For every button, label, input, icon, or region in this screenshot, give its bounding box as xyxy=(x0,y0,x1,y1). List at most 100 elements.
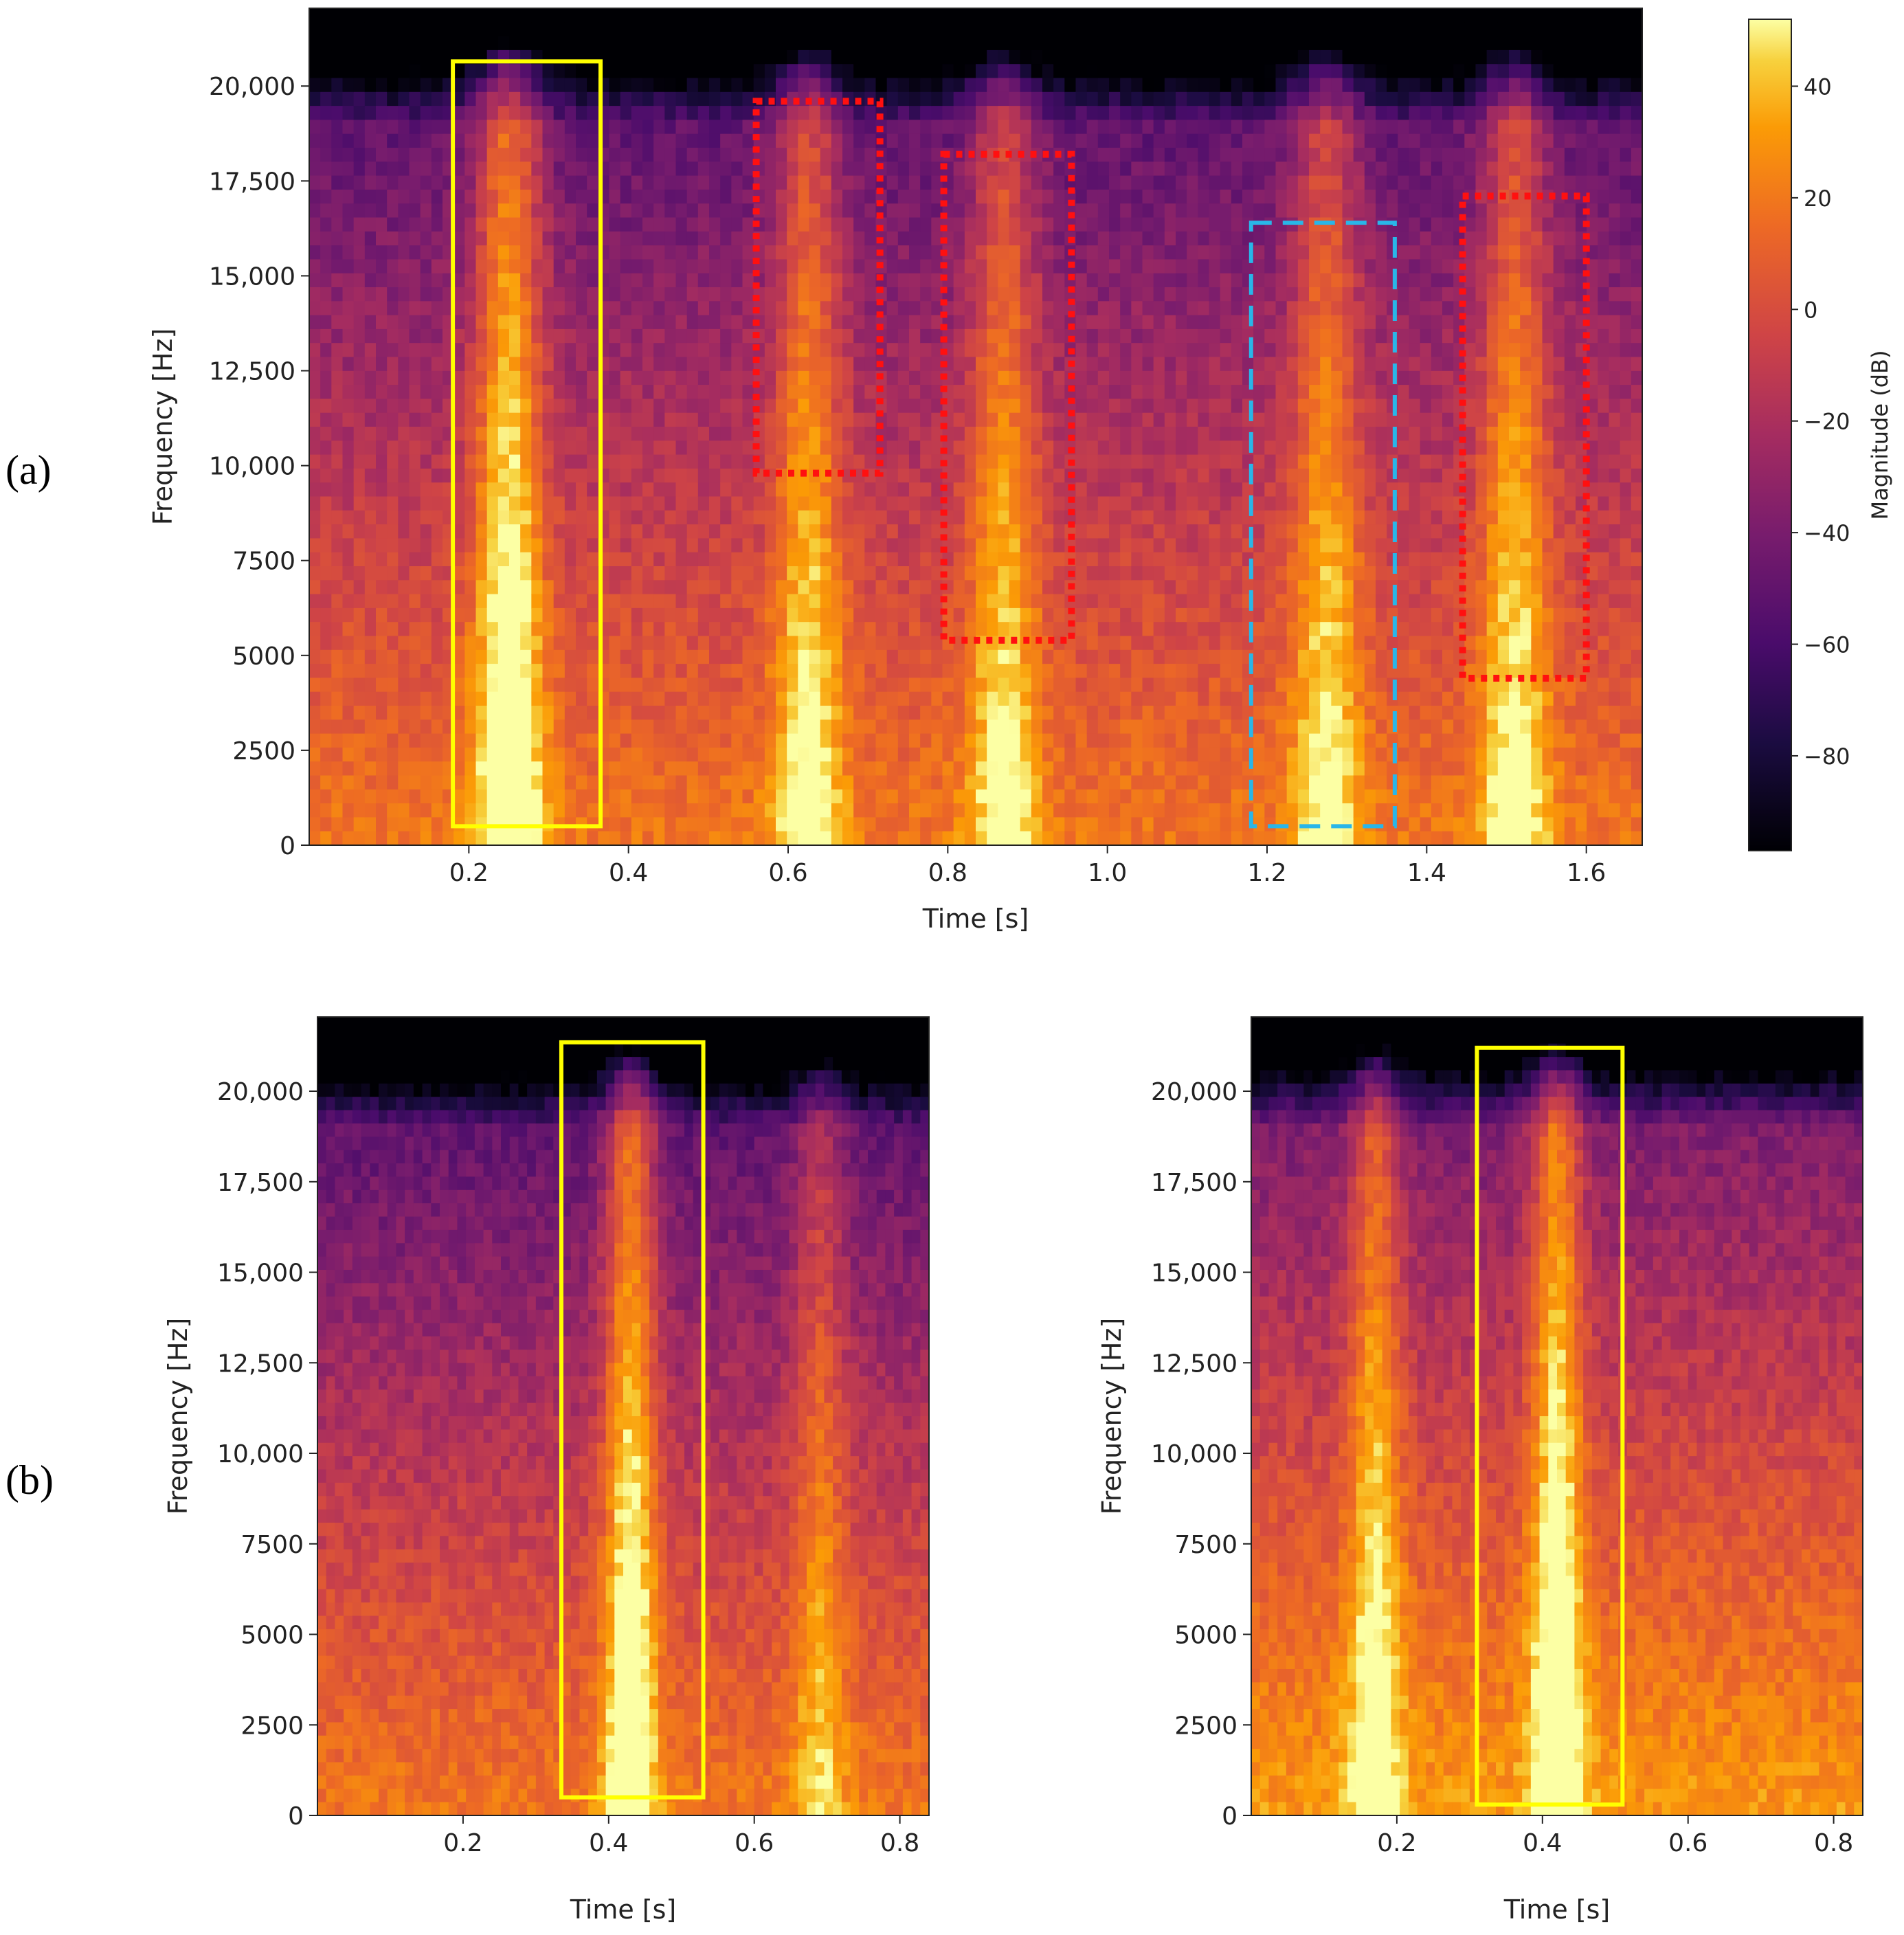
heatmap-cell xyxy=(1164,622,1176,637)
heatmap-cell xyxy=(309,64,321,79)
heatmap-cell xyxy=(1120,343,1132,358)
heatmap-cell xyxy=(1120,706,1132,720)
heatmap-cell xyxy=(398,78,410,93)
heatmap-cell xyxy=(831,607,843,623)
heatmap-cell xyxy=(809,440,821,456)
heatmap-cell xyxy=(953,78,965,93)
heatmap-cell xyxy=(376,217,388,232)
heatmap-cell xyxy=(520,566,532,581)
heatmap-cell xyxy=(1187,468,1198,483)
heatmap-cell xyxy=(931,524,943,539)
heatmap-cell xyxy=(742,22,754,37)
heatmap-cell xyxy=(787,566,798,581)
heatmap-cell xyxy=(497,733,510,748)
heatmap-cell xyxy=(1164,301,1176,316)
heatmap-cell xyxy=(453,649,465,664)
heatmap-cell xyxy=(709,789,721,804)
heatmap-cell xyxy=(486,552,499,567)
heatmap-cell xyxy=(1053,120,1065,135)
heatmap-cell xyxy=(464,594,477,609)
heatmap-cell xyxy=(631,538,643,553)
heatmap-cell xyxy=(587,524,598,539)
heatmap-cell xyxy=(731,580,743,595)
heatmap-cell xyxy=(553,203,565,219)
heatmap-cell xyxy=(564,91,576,107)
heatmap-cell xyxy=(998,775,1010,790)
heatmap-cell xyxy=(886,106,899,120)
heatmap-cell xyxy=(553,175,565,190)
spectrogram-a: 0.2 0.4 0.6 0.8 1.0 1.2 1.4 1.6025005000750010,… xyxy=(148,8,1893,934)
heatmap-cell xyxy=(886,510,899,525)
heatmap-cell xyxy=(1176,49,1187,65)
heatmap-cell xyxy=(964,761,976,776)
heatmap-cell xyxy=(697,399,710,414)
heatmap-cell xyxy=(342,831,355,846)
heatmap-cell xyxy=(409,287,421,302)
heatmap-cell xyxy=(1153,691,1165,706)
heatmap-cell xyxy=(764,817,776,832)
heatmap-cell xyxy=(342,636,355,651)
heatmap-cell xyxy=(1164,664,1176,678)
heatmap-cell xyxy=(409,91,421,107)
heatmap-cell xyxy=(664,733,677,748)
heatmap-cell xyxy=(620,175,632,190)
heatmap-cell xyxy=(1020,496,1032,511)
heatmap-cell xyxy=(1220,399,1232,414)
heatmap-cell xyxy=(1053,189,1065,204)
heatmap-cell xyxy=(831,245,843,260)
heatmap-cell xyxy=(820,649,832,664)
heatmap-cell xyxy=(742,133,754,148)
heatmap-cell xyxy=(1020,775,1032,790)
heatmap-cell xyxy=(953,370,965,385)
heatmap-cell xyxy=(731,189,743,204)
heatmap-cell xyxy=(653,357,665,372)
heatmap-cell xyxy=(664,817,677,832)
heatmap-cell xyxy=(342,761,355,776)
heatmap-cell xyxy=(931,706,943,720)
heatmap-cell xyxy=(998,427,1010,441)
heatmap-cell xyxy=(920,315,932,330)
heatmap-cell xyxy=(953,803,965,818)
heatmap-cell xyxy=(576,552,587,567)
heatmap-cell xyxy=(653,175,665,190)
heatmap-cell xyxy=(453,343,465,358)
heatmap-cell xyxy=(497,64,510,79)
heatmap-cell xyxy=(497,78,510,93)
heatmap-cell xyxy=(964,78,976,93)
heatmap-cell xyxy=(1187,454,1198,469)
heatmap-cell xyxy=(364,203,377,219)
heatmap-cell xyxy=(376,49,388,65)
heatmap-cell xyxy=(309,8,321,23)
heatmap-cell xyxy=(464,301,477,316)
heatmap-cell xyxy=(1086,385,1099,399)
heatmap-cell xyxy=(309,370,321,385)
heatmap-cell xyxy=(664,49,677,65)
heatmap-cell xyxy=(942,733,954,748)
heatmap-cell xyxy=(531,524,544,539)
heatmap-cell xyxy=(686,496,699,511)
heatmap-cell xyxy=(1075,566,1088,581)
heatmap-cell xyxy=(1164,566,1176,581)
heatmap-cell xyxy=(387,217,399,232)
heatmap-cell xyxy=(587,775,598,790)
heatmap-cell xyxy=(1142,343,1154,358)
heatmap-cell xyxy=(1164,524,1176,539)
heatmap-cell xyxy=(853,301,865,316)
heatmap-cell xyxy=(742,440,754,456)
heatmap-cell xyxy=(420,36,432,51)
heatmap-cell xyxy=(764,231,776,246)
heatmap-cell xyxy=(1142,789,1154,804)
heatmap-cell xyxy=(686,64,699,79)
heatmap-cell xyxy=(1097,133,1110,148)
heatmap-cell xyxy=(453,78,465,93)
heatmap-cell xyxy=(420,803,432,818)
heatmap-cell xyxy=(731,231,743,246)
heatmap-cell xyxy=(1198,203,1210,219)
heatmap-cell xyxy=(531,761,544,776)
heatmap-cell xyxy=(542,120,555,135)
heatmap-cell xyxy=(309,36,321,51)
heatmap-cell xyxy=(920,649,932,664)
heatmap-cell xyxy=(1053,315,1065,330)
heatmap-cell xyxy=(1020,566,1032,581)
heatmap-cell xyxy=(909,594,921,609)
